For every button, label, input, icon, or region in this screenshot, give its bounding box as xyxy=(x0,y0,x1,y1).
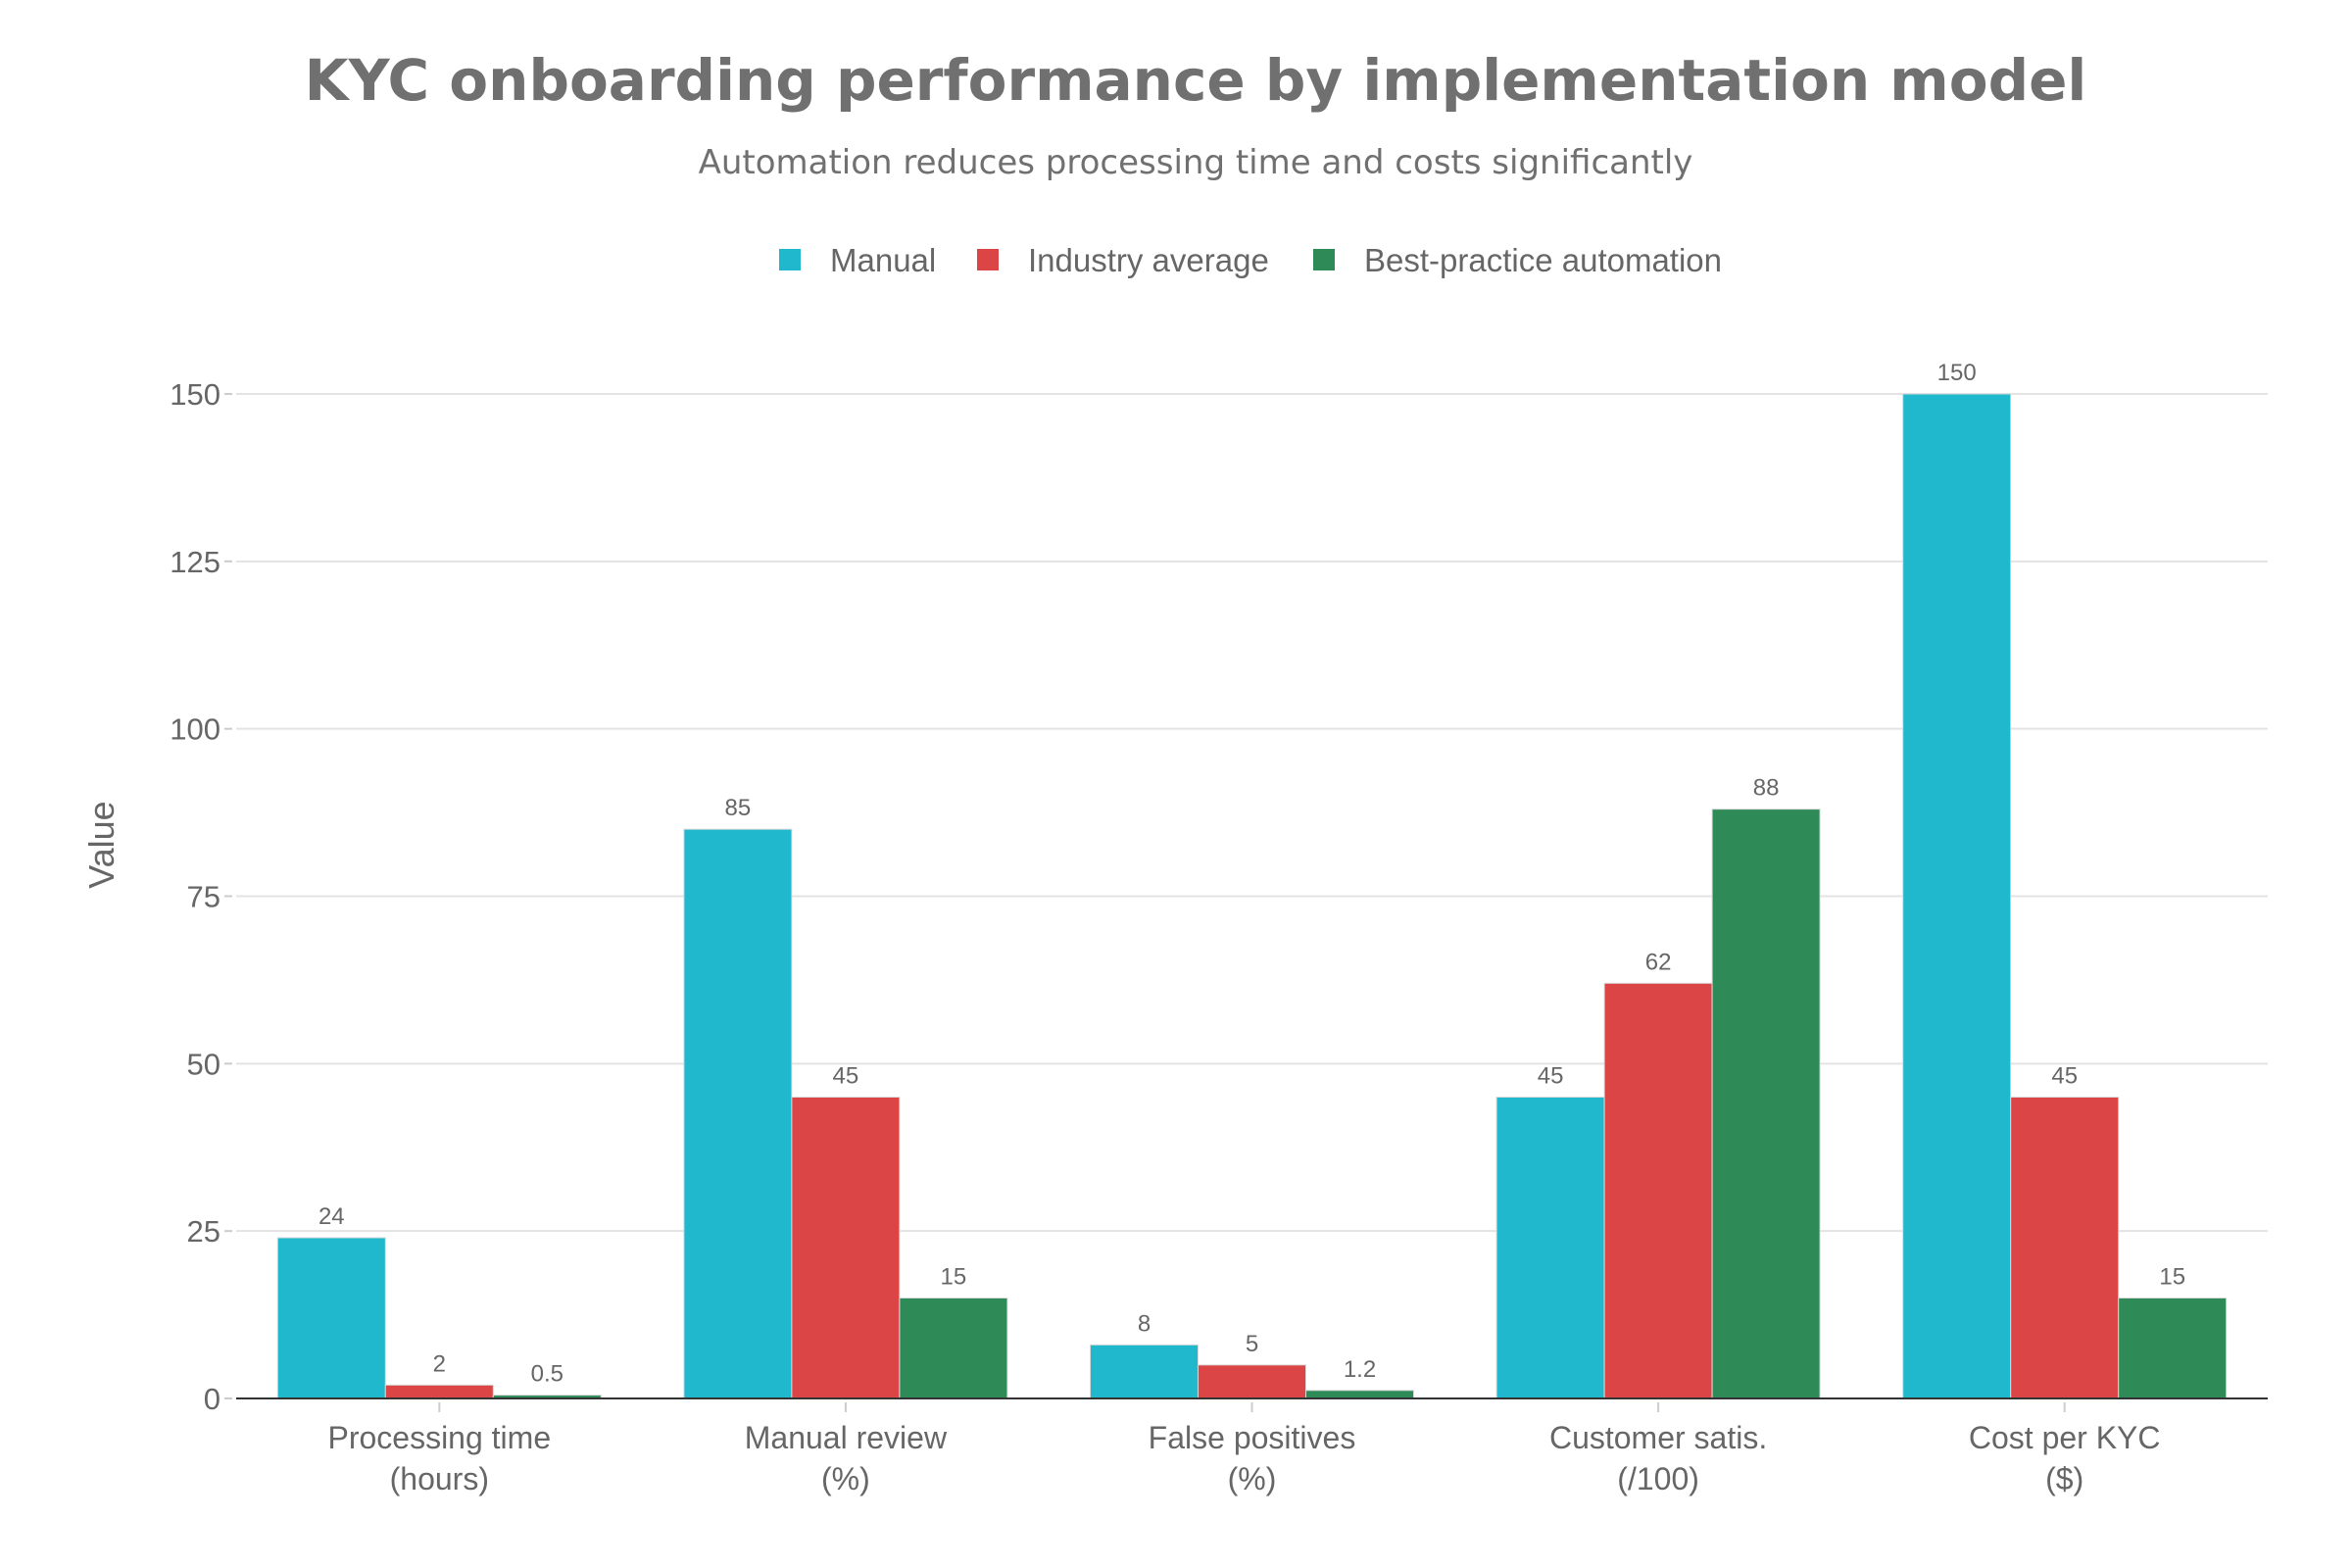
data-label: 15 xyxy=(941,1264,967,1291)
x-tick-label: Customer satis. xyxy=(1549,1420,1767,1455)
bar-best-practice-automation-2 xyxy=(1305,1390,1414,1399)
x-tick-label: (%) xyxy=(821,1461,870,1496)
y-tick-label: 75 xyxy=(187,880,220,914)
y-tick-label: 100 xyxy=(170,712,220,747)
x-tick-label: (/100) xyxy=(1617,1461,1699,1496)
data-label: 85 xyxy=(725,795,752,821)
x-tick-label: Cost per KYC xyxy=(1969,1420,2161,1455)
y-tick-label: 25 xyxy=(187,1214,220,1249)
data-label: 1.2 xyxy=(1344,1356,1376,1383)
legend-swatch xyxy=(1313,249,1335,270)
x-axis: Processing time (hours) Manual review (%) Fa… xyxy=(236,1397,2268,1496)
bar-industry-average-2 xyxy=(1198,1364,1306,1399)
bar-industry-average-0 xyxy=(384,1384,494,1399)
legend-label: Best-practice automation xyxy=(1364,242,1722,278)
y-tick-label: 125 xyxy=(170,545,220,579)
bars: 24 85 8 45 150 2 45 5 62 45 0.5 15 1.2 88 15 xyxy=(276,360,2228,1399)
x-tick-label: False positives xyxy=(1149,1420,1356,1455)
bar-industry-average-4 xyxy=(2010,1097,2120,1399)
legend-swatch xyxy=(779,249,801,270)
data-label: 45 xyxy=(833,1063,859,1090)
y-axis-label: Value xyxy=(81,801,122,888)
x-tick-label: Manual review xyxy=(745,1420,948,1455)
data-label: 8 xyxy=(1138,1310,1151,1337)
bar-manual-2 xyxy=(1090,1344,1199,1399)
bar-industry-average-1 xyxy=(791,1097,901,1399)
legend-swatch xyxy=(977,249,999,270)
x-tick-label: (hours) xyxy=(390,1461,489,1496)
bar-manual-0 xyxy=(276,1237,386,1399)
data-label: 5 xyxy=(1246,1331,1258,1357)
data-label: 45 xyxy=(2051,1063,2078,1090)
legend: Manual Industry average Best-practice auto… xyxy=(779,242,1722,278)
bar-manual-1 xyxy=(683,828,793,1399)
bar-manual-3 xyxy=(1495,1097,1605,1399)
bar-best-practice-automation-4 xyxy=(2118,1298,2228,1399)
legend-label: Industry average xyxy=(1028,242,1269,278)
legend-label: Manual xyxy=(830,242,936,278)
y-tick-label: 50 xyxy=(187,1047,220,1081)
chart-subtitle: Automation reduces processing time and c… xyxy=(699,143,1693,182)
data-label: 24 xyxy=(318,1203,345,1230)
y-tick-label: 150 xyxy=(170,377,220,412)
data-label: 62 xyxy=(1645,949,1672,975)
data-label: 15 xyxy=(2159,1264,2185,1291)
bar-best-practice-automation-3 xyxy=(1711,808,1821,1399)
x-tick-label: Processing time xyxy=(327,1420,551,1455)
data-label: 88 xyxy=(1753,775,1780,802)
bar-best-practice-automation-1 xyxy=(899,1298,1008,1399)
x-tick-label: ($) xyxy=(2045,1461,2083,1496)
x-tick-label: (%) xyxy=(1228,1461,1277,1496)
bar-manual-4 xyxy=(1902,393,2012,1399)
data-label: 45 xyxy=(1538,1063,1564,1090)
data-label: 0.5 xyxy=(531,1361,564,1388)
bar-industry-average-3 xyxy=(1603,982,1713,1399)
data-label: 2 xyxy=(433,1350,446,1377)
y-tick-label: 0 xyxy=(204,1382,220,1416)
data-label: 150 xyxy=(1937,360,1977,386)
chart-title: KYC onboarding performance by implementa… xyxy=(305,47,2087,114)
